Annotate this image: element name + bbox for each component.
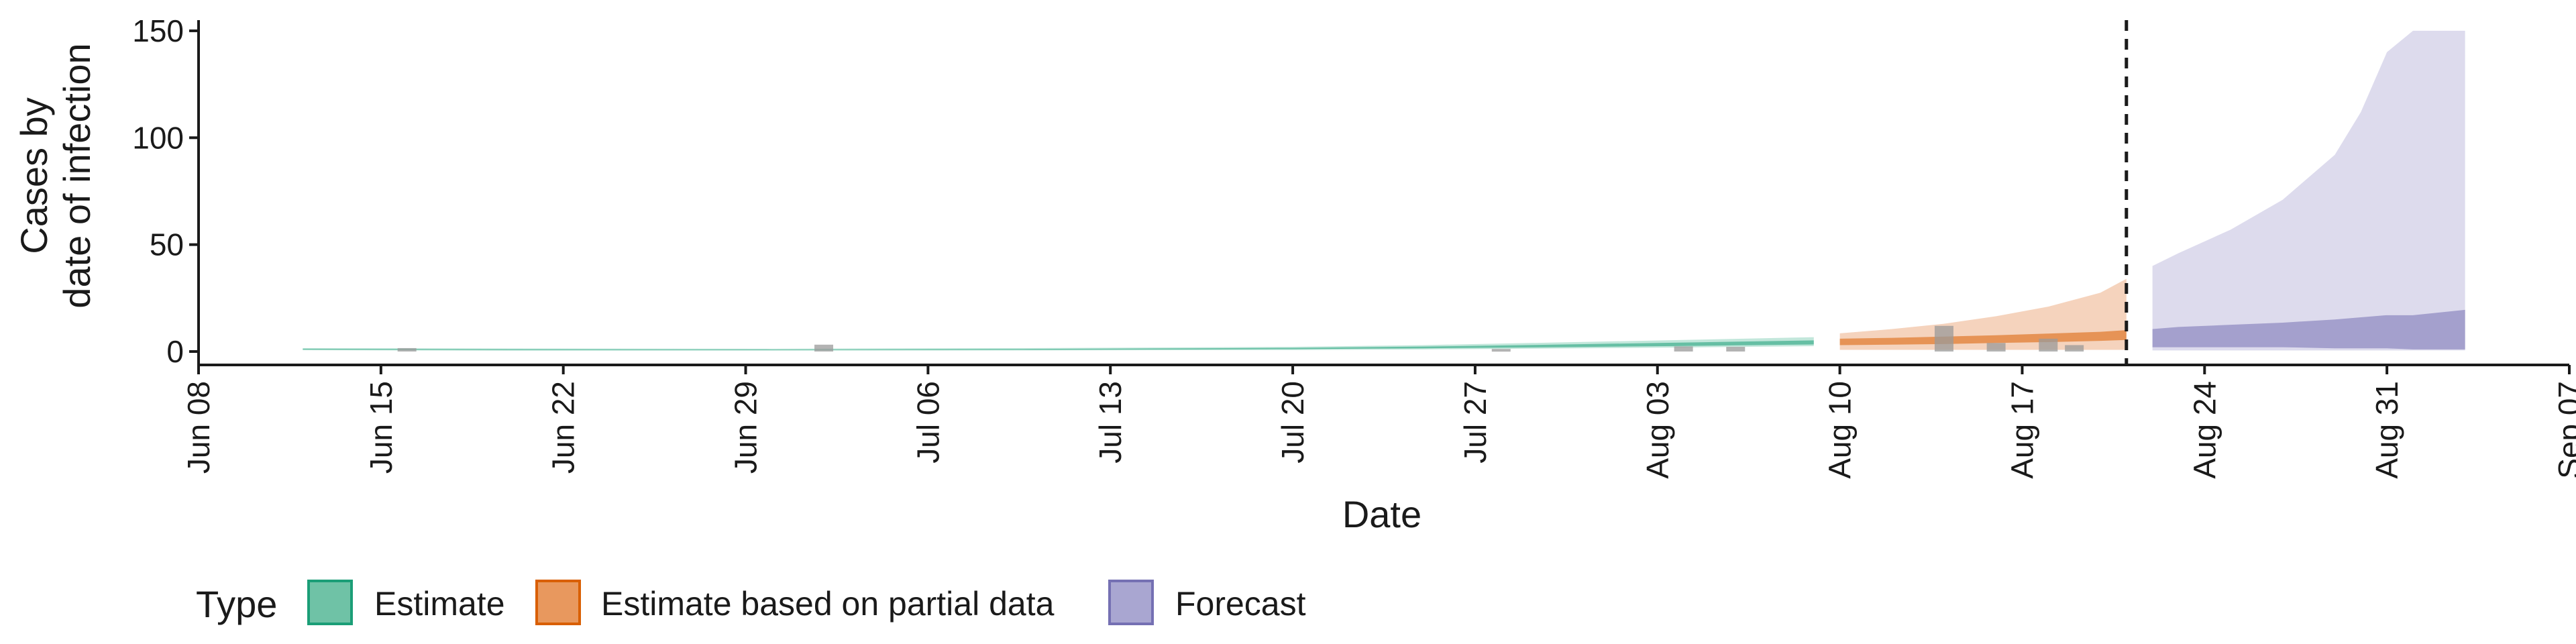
x-tick-label: Jul 06: [910, 381, 945, 464]
x-tick-label: Jul 20: [1275, 381, 1310, 464]
case-bar: [814, 344, 834, 352]
legend-key-estimate: [307, 580, 353, 625]
x-tick-label: Jun 15: [364, 381, 398, 474]
x-tick-label: Sep 07: [2552, 381, 2576, 479]
y-tick-label: 50: [150, 227, 184, 262]
case-bar: [2039, 338, 2058, 352]
y-tick-label: 150: [132, 13, 184, 48]
case-bar: [1986, 343, 2006, 352]
x-tick-label: Jun 08: [181, 381, 216, 474]
case-bar: [2065, 345, 2084, 352]
legend: Type Estimate Estimate based on partial …: [196, 580, 1306, 625]
y-axis-title-line-1: Cases by: [13, 97, 55, 254]
x-axis-ticks: Jun 08 Jun 15 Jun 22 Jun 29 Jul 06 Jul 13 Jul …: [181, 365, 2576, 479]
x-tick-label: Jul 27: [1458, 381, 1493, 464]
legend-label-forecast: Forecast: [1175, 585, 1306, 623]
x-tick-label: Jun 29: [729, 381, 763, 474]
y-tick-label: 0: [166, 334, 184, 369]
case-bar: [1491, 349, 1511, 352]
case-bar: [397, 347, 417, 352]
x-tick-label: Aug 03: [1640, 381, 1675, 479]
x-tick-label: Aug 31: [2369, 381, 2404, 479]
y-axis-ticks: 0 50 100 150: [132, 13, 199, 369]
band-50-forecast: [2152, 309, 2465, 350]
legend-label-estimate: Estimate: [374, 585, 505, 623]
legend-title: Type: [196, 583, 277, 625]
x-tick-label: Jun 22: [546, 381, 581, 474]
plot-bands: [303, 30, 2465, 351]
case-bar: [1934, 325, 1953, 352]
legend-key-forecast: [1108, 580, 1154, 625]
y-axis-title-line-2: date of infection: [56, 43, 98, 308]
band-90-forecast: [2152, 30, 2465, 351]
band-90-estimate-based-on-partial-data: [1839, 278, 2127, 350]
legend-key-partial: [535, 580, 581, 625]
case-bar: [1726, 346, 1746, 352]
x-tick-label: Aug 24: [2187, 381, 2222, 479]
reported-cases: [397, 325, 2084, 352]
x-axis-title: Date: [1342, 493, 1421, 535]
x-tick-label: Jul 13: [1093, 381, 1128, 464]
y-tick-label: 100: [132, 120, 184, 155]
x-tick-label: Aug 10: [1823, 381, 1858, 479]
band-90-estimate: [303, 337, 1814, 351]
legend-label-partial: Estimate based on partial data: [601, 585, 1055, 623]
x-tick-label: Aug 17: [2004, 381, 2039, 479]
case-bar: [1674, 346, 1693, 352]
band-50-estimate: [303, 340, 1814, 350]
